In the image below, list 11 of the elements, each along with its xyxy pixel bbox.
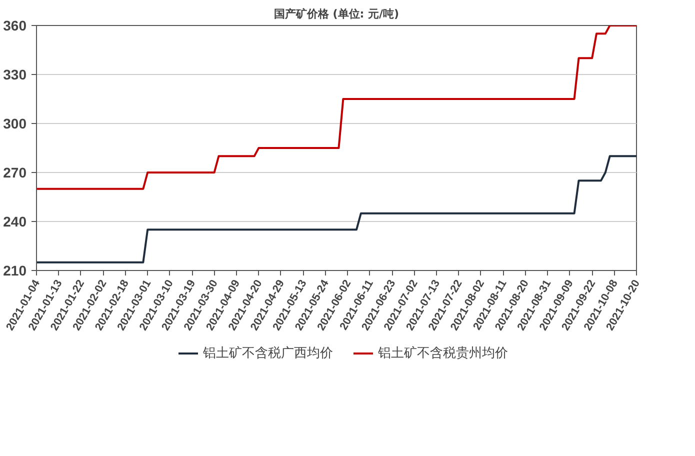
y-tick-label: 360	[3, 18, 27, 34]
line-series	[36, 26, 636, 190]
chart-title: 国产矿价格 (单位: 元/吨)	[274, 8, 400, 20]
legend-label: 铝土矿不含税贵州均价	[378, 345, 508, 362]
y-tick-label: 330	[3, 66, 27, 82]
y-tick-label: 300	[3, 116, 27, 132]
y-tick-label: 240	[3, 214, 27, 230]
y-tick-label: 270	[3, 164, 27, 180]
y-tick-label: 210	[3, 262, 27, 278]
line-series	[36, 155, 636, 264]
legend-label: 铝土矿不含税广西均价	[203, 345, 333, 362]
